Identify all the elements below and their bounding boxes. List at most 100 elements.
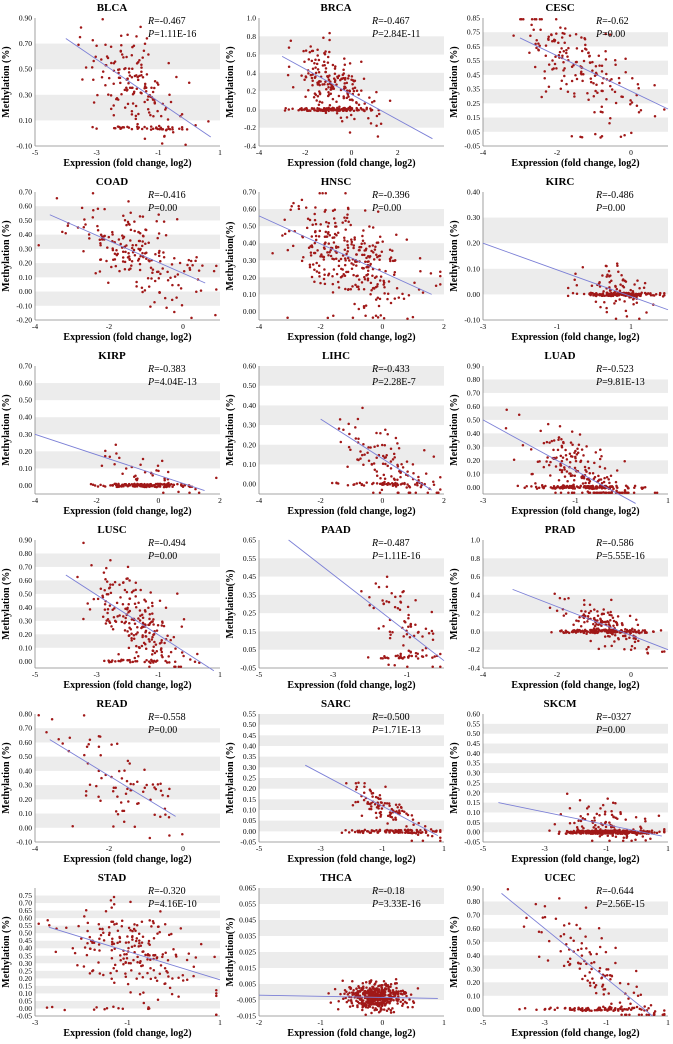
data-point bbox=[540, 931, 543, 934]
data-point bbox=[286, 316, 289, 320]
data-point bbox=[376, 283, 379, 286]
data-point bbox=[542, 465, 546, 469]
data-point bbox=[88, 935, 92, 939]
chart-stad: STAD-0.050.000.050.100.150.200.250.300.3… bbox=[1, 872, 222, 1039]
y-tick-label: 0.10 bbox=[467, 264, 480, 273]
data-point bbox=[146, 971, 149, 975]
data-point bbox=[114, 810, 118, 813]
data-point bbox=[597, 1007, 600, 1010]
data-point bbox=[321, 64, 325, 67]
r-value: R=-0.644 bbox=[595, 886, 634, 897]
data-point bbox=[565, 82, 568, 86]
data-point bbox=[588, 951, 591, 954]
data-point bbox=[414, 623, 417, 627]
y-tick-label: 0.00 bbox=[243, 827, 256, 836]
data-point bbox=[377, 985, 380, 988]
data-point bbox=[307, 72, 310, 75]
data-point bbox=[366, 1006, 370, 1009]
data-point bbox=[106, 592, 110, 596]
data-point bbox=[554, 18, 558, 21]
data-point bbox=[570, 486, 573, 489]
y-tick-label: 0.30 bbox=[19, 781, 32, 790]
data-point bbox=[166, 959, 170, 962]
chart-title: THCA bbox=[320, 872, 352, 884]
data-point bbox=[319, 281, 322, 285]
data-point bbox=[308, 263, 312, 267]
data-point bbox=[76, 575, 79, 579]
data-point bbox=[318, 229, 322, 233]
data-point bbox=[560, 629, 563, 632]
regression-line bbox=[258, 994, 438, 999]
data-point bbox=[577, 443, 581, 446]
data-point bbox=[414, 599, 417, 602]
data-point bbox=[379, 314, 383, 317]
data-point bbox=[604, 950, 608, 954]
data-point bbox=[331, 236, 334, 240]
data-point bbox=[534, 42, 537, 46]
regression-line bbox=[281, 56, 433, 140]
data-point bbox=[132, 633, 136, 637]
data-point bbox=[614, 101, 618, 105]
scatter-points bbox=[360, 575, 442, 668]
data-point bbox=[406, 470, 409, 473]
data-point bbox=[129, 239, 132, 242]
data-point bbox=[179, 287, 183, 290]
data-point bbox=[173, 256, 176, 260]
data-point bbox=[148, 919, 151, 922]
x-axis-label: Expression (fold change, log2) bbox=[287, 158, 415, 169]
p-value: P=1.11E-16 bbox=[371, 551, 420, 562]
data-point bbox=[127, 941, 130, 944]
data-point bbox=[412, 471, 415, 475]
data-point bbox=[168, 661, 171, 664]
data-point bbox=[366, 991, 369, 994]
data-point bbox=[663, 1009, 666, 1012]
data-point bbox=[532, 28, 535, 31]
data-point bbox=[82, 541, 85, 545]
data-point bbox=[377, 304, 381, 308]
x-tick-label: 0 bbox=[629, 148, 633, 157]
data-point bbox=[637, 1013, 641, 1016]
regression-line bbox=[49, 214, 206, 284]
data-point bbox=[153, 786, 156, 789]
data-point bbox=[594, 486, 598, 490]
data-point bbox=[570, 79, 574, 83]
data-point bbox=[132, 589, 135, 592]
data-point bbox=[163, 967, 167, 970]
chart-paad: PAAD-0.050.050.150.250.350.450.550.65-5-… bbox=[225, 524, 445, 691]
data-point bbox=[134, 581, 138, 585]
data-point bbox=[115, 485, 119, 489]
data-point bbox=[144, 953, 147, 957]
data-point bbox=[369, 988, 372, 991]
data-point bbox=[331, 291, 335, 294]
data-point bbox=[558, 897, 561, 900]
data-point bbox=[388, 257, 392, 261]
data-point bbox=[431, 656, 434, 659]
y-tick-label: 1.0 bbox=[247, 14, 257, 23]
data-point bbox=[147, 638, 151, 641]
data-point bbox=[374, 980, 378, 983]
data-point bbox=[518, 1007, 521, 1011]
data-point bbox=[99, 933, 103, 937]
data-point bbox=[412, 823, 415, 827]
data-point bbox=[352, 263, 355, 266]
data-point bbox=[143, 608, 147, 612]
data-point bbox=[391, 1007, 394, 1010]
data-point bbox=[163, 296, 167, 300]
data-point bbox=[378, 491, 382, 494]
y-tick-label: 0.60 bbox=[243, 205, 256, 214]
data-point bbox=[93, 484, 97, 487]
data-point bbox=[337, 427, 341, 430]
data-point bbox=[423, 824, 427, 828]
data-point bbox=[583, 603, 586, 606]
data-point bbox=[608, 821, 611, 824]
data-point bbox=[124, 975, 128, 978]
data-point bbox=[371, 274, 374, 278]
data-point bbox=[287, 46, 291, 49]
data-point bbox=[144, 228, 147, 231]
data-point bbox=[304, 49, 308, 52]
data-point bbox=[564, 27, 567, 30]
data-point bbox=[61, 742, 64, 745]
data-point bbox=[607, 491, 611, 494]
data-point bbox=[345, 990, 348, 993]
data-point bbox=[346, 256, 350, 260]
